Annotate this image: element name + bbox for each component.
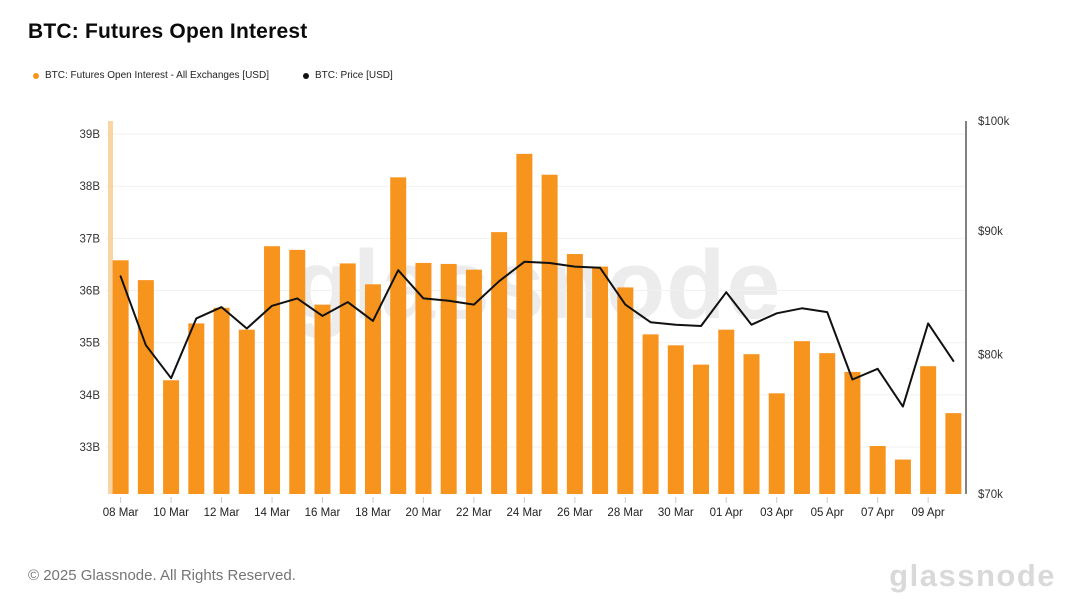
x-axis-tick-label: 16 Mar: [305, 507, 341, 519]
oi-bar: [844, 371, 861, 494]
oi-bar: [693, 364, 710, 494]
oi-bar: [415, 262, 432, 494]
x-axis-tick-label: 01 Apr: [710, 507, 743, 519]
x-axis-tick-label: 03 Apr: [760, 507, 793, 519]
oi-bar: [566, 254, 583, 494]
oi-bar: [440, 263, 457, 494]
x-axis-tick-label: 08 Mar: [103, 507, 139, 519]
legend-label-open-interest: BTC: Futures Open Interest - All Exchang…: [45, 70, 269, 81]
right-axis-tick-label: $100k: [978, 116, 1010, 128]
left-axis-tick-label: 36B: [80, 286, 101, 298]
oi-bar: [188, 323, 205, 494]
right-axis-tick-label: $90k: [978, 226, 1003, 238]
oi-bar: [163, 380, 180, 494]
oi-bar: [314, 304, 331, 494]
oi-bar: [718, 329, 735, 494]
oi-bar: [390, 177, 407, 494]
x-axis-tick-label: 24 Mar: [506, 507, 542, 519]
oi-bar: [213, 307, 230, 494]
oi-bar: [264, 246, 281, 494]
x-axis-tick-label: 30 Mar: [658, 507, 694, 519]
oi-bar: [516, 153, 533, 495]
oi-bar: [667, 345, 684, 494]
x-axis-tick-label: 28 Mar: [607, 507, 643, 519]
page-title: BTC: Futures Open Interest: [28, 20, 308, 43]
oi-bar: [945, 413, 962, 494]
right-axis-tick-label: $80k: [978, 349, 1003, 361]
oi-bar: [238, 329, 255, 494]
left-axis-tick-label: 33B: [80, 442, 101, 454]
glassnode-logo: glassnode: [889, 558, 1056, 593]
price-line: [119, 260, 955, 408]
legend-item-price[interactable]: BTC: Price [USD]: [302, 70, 393, 81]
chart-legend: BTC: Futures Open Interest - All Exchang…: [33, 70, 393, 81]
left-axis-tick-label: 39B: [80, 129, 101, 141]
x-axis-tick-label: 07 Apr: [861, 507, 894, 519]
oi-price-chart[interactable]: 39B 38B 37B 36B 35B 34B 33B $100k $90k $80k $70k 08…: [0, 110, 1080, 555]
oi-bar: [920, 366, 937, 494]
oi-bar: [869, 446, 886, 494]
x-axis-tick-label: 26 Mar: [557, 507, 593, 519]
oi-bar: [793, 341, 810, 494]
oi-bar: [339, 263, 356, 494]
oi-bar: [743, 354, 760, 494]
oi-bar: [465, 269, 482, 494]
left-axis-tick-label: 38B: [80, 181, 101, 193]
oi-bar: [289, 249, 306, 494]
x-axis-tick-label: 12 Mar: [204, 507, 240, 519]
oi-bar: [112, 260, 129, 494]
oi-bar: [642, 334, 659, 494]
left-axis-tick-label: 37B: [80, 233, 101, 245]
open-interest-dot-icon: [33, 72, 39, 79]
x-axis-tick-label: 22 Mar: [456, 507, 492, 519]
oi-bar: [592, 266, 609, 494]
x-axis-tick-label: 05 Apr: [811, 507, 844, 519]
oi-bar: [819, 353, 836, 494]
x-axis-tick-label: 14 Mar: [254, 507, 290, 519]
x-axis-tick-label: 18 Mar: [355, 507, 391, 519]
oi-bar: [541, 174, 558, 495]
oi-bar: [491, 232, 508, 494]
left-axis-tick-label: 34B: [80, 390, 101, 402]
partial-bar-clipped: [108, 121, 113, 494]
left-axis-tick-label: 35B: [80, 338, 101, 350]
legend-item-open-interest[interactable]: BTC: Futures Open Interest - All Exchang…: [33, 70, 269, 81]
copyright-text: © 2025 Glassnode. All Rights Reserved.: [28, 567, 296, 584]
oi-bar: [137, 280, 154, 494]
oi-bar: [617, 287, 634, 494]
oi-bar: [894, 459, 911, 494]
right-axis-tick-label: $70k: [978, 489, 1003, 501]
x-axis-tick-label: 10 Mar: [153, 507, 189, 519]
price-dot-icon: [302, 72, 309, 79]
oi-bar: [364, 284, 381, 494]
x-axis-tick-label: 09 Apr: [912, 507, 945, 519]
x-axis-tick-label: 20 Mar: [406, 507, 442, 519]
legend-label-price: BTC: Price [USD]: [314, 70, 393, 81]
oi-bar: [768, 393, 785, 494]
